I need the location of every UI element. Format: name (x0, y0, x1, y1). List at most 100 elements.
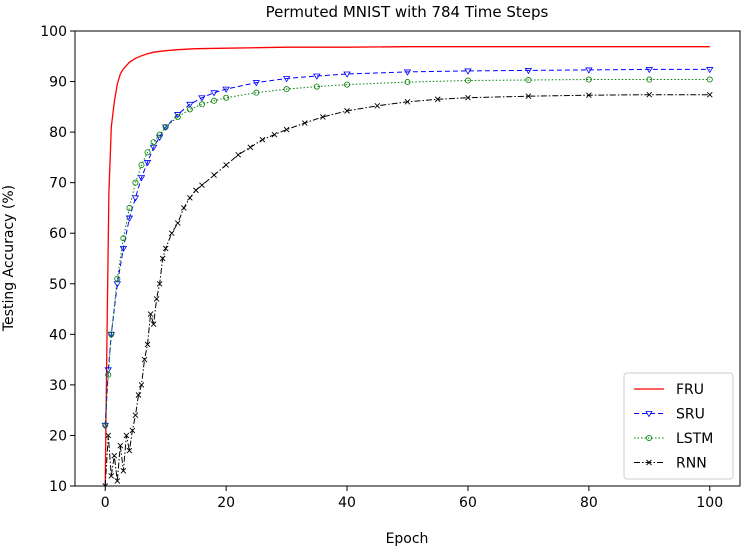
y-tick-label: 50 (49, 277, 67, 293)
data-point (144, 341, 151, 348)
data-point (111, 452, 118, 459)
series-line-rnn (104, 94, 710, 486)
data-point (313, 73, 321, 80)
data-point (252, 80, 261, 87)
data-point (114, 478, 121, 484)
data-point (210, 90, 218, 97)
x-tick-label: 60 (459, 495, 477, 511)
data-point (223, 162, 229, 168)
data-point (119, 245, 128, 253)
data-point (186, 101, 194, 109)
data-point (162, 245, 169, 252)
data-point (706, 91, 713, 98)
data-point (180, 205, 187, 211)
data-point (313, 83, 320, 90)
data-point (344, 108, 350, 114)
y-tick-label: 60 (49, 226, 67, 242)
data-point (222, 86, 230, 93)
data-point (126, 204, 133, 211)
legend-box (623, 372, 734, 480)
data-point (156, 131, 163, 138)
data-point (193, 187, 199, 194)
data-point (129, 427, 136, 434)
y-tick-label: 30 (49, 378, 67, 394)
data-point (143, 160, 152, 167)
data-point (271, 131, 278, 138)
plot-frame (74, 30, 741, 487)
data-point (253, 89, 260, 96)
y-axis-label: Testing Accuracy (%) (1, 185, 17, 332)
x-tick-label: 20 (217, 495, 235, 511)
legend-marker (646, 434, 653, 441)
data-point (525, 77, 532, 84)
data-point (187, 195, 193, 201)
data-point (108, 331, 115, 338)
series-layer (101, 46, 714, 486)
data-point (211, 97, 218, 104)
data-point (646, 91, 653, 98)
data-point (646, 76, 653, 83)
data-point (114, 275, 121, 282)
data-point (108, 473, 115, 479)
series-sru (101, 67, 714, 430)
data-point (283, 86, 290, 93)
data-point (104, 367, 112, 374)
data-point (120, 235, 127, 242)
data-point (434, 96, 441, 103)
x-axis-label: Epoch (386, 531, 429, 547)
data-point (147, 311, 154, 317)
data-point (465, 94, 471, 101)
data-point (343, 71, 351, 78)
legend-label-lstm: LSTM (676, 431, 713, 447)
y-tick-label: 10 (49, 479, 67, 495)
data-point (585, 76, 592, 83)
legend-marker (645, 411, 653, 418)
legend: FRU SRU LSTM RNN (623, 372, 734, 480)
data-point (706, 67, 714, 74)
data-point (320, 114, 326, 120)
data-point (162, 124, 169, 131)
legend-label-rnn: RNN (676, 456, 707, 472)
data-point (144, 149, 151, 156)
y-axis: 10 20 30 40 50 60 70 80 90 100 (40, 24, 75, 495)
y-tick-label: 40 (49, 327, 67, 343)
legend-label-sru: SRU (676, 407, 705, 423)
data-point (149, 144, 158, 152)
data-point (301, 120, 308, 126)
data-point (137, 175, 146, 182)
data-point (198, 101, 205, 108)
data-point (235, 152, 242, 158)
chart-title: Permuted MNIST with 784 Time Steps (266, 3, 549, 21)
data-point (113, 281, 122, 288)
data-point (153, 296, 160, 302)
x-tick-label: 0 (101, 495, 110, 511)
data-point (126, 447, 133, 454)
data-point (174, 113, 181, 120)
data-point (159, 255, 166, 262)
data-point (102, 483, 109, 486)
data-point (211, 172, 217, 178)
data-point (156, 280, 163, 287)
x-tick-label: 40 (338, 495, 356, 511)
data-point (259, 136, 266, 143)
data-point (186, 106, 193, 113)
y-tick-label: 70 (49, 176, 67, 192)
legend-marker (646, 459, 652, 466)
data-point (105, 432, 112, 439)
data-point (150, 139, 157, 146)
data-point (199, 182, 205, 189)
y-tick-label: 80 (49, 125, 67, 141)
x-axis: 0 20 40 60 80 100 (101, 486, 723, 511)
data-point (131, 195, 140, 202)
data-point (138, 161, 145, 168)
data-point (374, 103, 381, 109)
data-point (524, 68, 533, 75)
series-fru (104, 46, 710, 486)
data-point (107, 331, 115, 339)
data-point (174, 220, 181, 226)
data-point (283, 126, 290, 133)
data-point (150, 321, 157, 328)
data-point (247, 144, 254, 151)
data-point (135, 392, 142, 398)
